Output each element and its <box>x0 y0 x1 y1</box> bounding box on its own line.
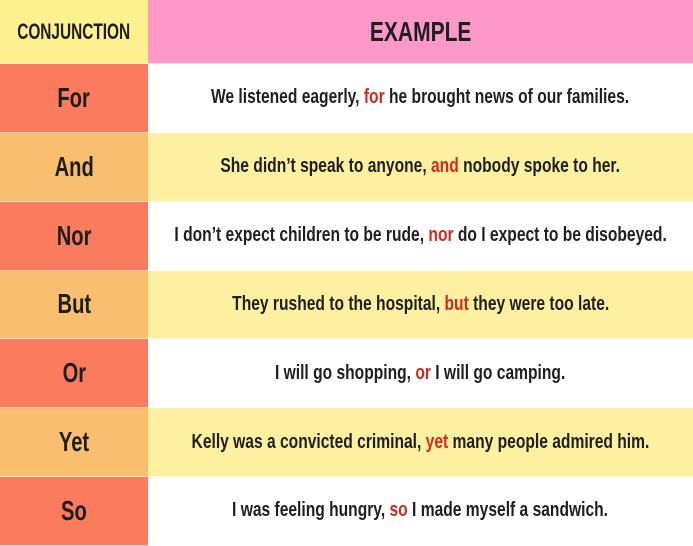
example-sentence: I will go shopping, or I will go camping… <box>275 362 565 385</box>
highlighted-conjunction: yet <box>425 430 449 453</box>
highlighted-conjunction: and <box>431 155 460 178</box>
conjunction-cell: Or <box>0 339 148 409</box>
conjunction-cell: So <box>0 477 148 546</box>
conjunction-word: But <box>57 288 91 320</box>
header-example-label: EXAMPLE <box>369 15 472 47</box>
example-cell: I will go shopping, or I will go camping… <box>148 339 693 409</box>
highlighted-conjunction: so <box>389 499 409 522</box>
conjunction-word: For <box>57 81 91 113</box>
sentence-before: She didn’t speak to anyone, <box>220 155 432 178</box>
example-cell: She didn’t speak to anyone, and nobody s… <box>148 132 693 202</box>
example-sentence: They rushed to the hospital, but they we… <box>232 293 609 316</box>
example-cell: I was feeling hungry, so I made myself a… <box>148 477 693 546</box>
example-sentence: We listened eagerly, for he brought news… <box>211 86 629 109</box>
conjunction-cell: And <box>0 132 148 202</box>
example-sentence: Kelly was a convicted criminal, yet many… <box>192 431 650 454</box>
example-cell: Kelly was a convicted criminal, yet many… <box>148 408 693 478</box>
sentence-after: they were too late. <box>468 292 610 315</box>
highlighted-conjunction: or <box>415 361 432 384</box>
example-cell: They rushed to the hospital, but they we… <box>148 270 693 340</box>
example-cell: We listened eagerly, for he brought news… <box>148 64 693 133</box>
header-conjunction-label: CONJUNCTION <box>17 18 131 44</box>
sentence-before: We listened eagerly, <box>211 86 365 109</box>
example-sentence: I was feeling hungry, so I made myself a… <box>233 499 609 522</box>
example-cell: I don’t expect children to be rude, nor … <box>148 201 693 271</box>
sentence-after: many people admired him. <box>448 430 650 453</box>
conjunction-word: Yet <box>58 426 90 458</box>
sentence-before: I don’t expect children to be rude, <box>174 224 429 247</box>
conjunction-cell: Nor <box>0 201 148 271</box>
header-conjunction: CONJUNCTION <box>0 0 148 64</box>
conjunction-cell: For <box>0 64 148 133</box>
conjunction-cell: Yet <box>0 408 148 478</box>
conjunction-word: And <box>54 150 94 182</box>
conjunction-word: Nor <box>56 219 92 251</box>
sentence-after: do I expect to be disobeyed. <box>453 224 667 247</box>
example-sentence: She didn’t speak to anyone, and nobody s… <box>221 155 621 178</box>
example-sentence: I don’t expect children to be rude, nor … <box>174 224 666 247</box>
conjunction-cell: But <box>0 270 148 340</box>
conjunction-word: So <box>61 494 87 526</box>
highlighted-conjunction: nor <box>428 224 454 247</box>
sentence-before: Kelly was a convicted criminal, <box>191 430 426 453</box>
sentence-after: nobody spoke to her. <box>459 155 621 178</box>
sentence-after: I made myself a sandwich. <box>408 499 609 522</box>
highlighted-conjunction: but <box>444 292 469 315</box>
sentence-after: I will go camping. <box>431 361 566 384</box>
highlighted-conjunction: for <box>364 86 386 109</box>
sentence-after: he brought news of our families. <box>385 86 630 109</box>
conjunction-word: Or <box>62 357 86 389</box>
sentence-before: I was feeling hungry, <box>232 499 390 522</box>
sentence-before: They rushed to the hospital, <box>231 292 445 315</box>
sentence-before: I will go shopping, <box>275 361 416 384</box>
header-example: EXAMPLE <box>148 0 693 64</box>
